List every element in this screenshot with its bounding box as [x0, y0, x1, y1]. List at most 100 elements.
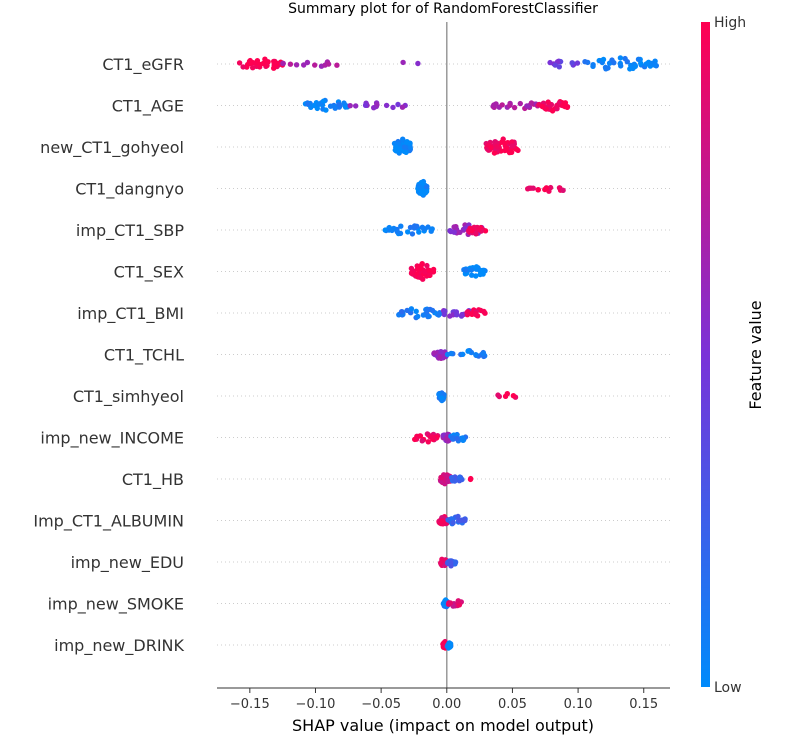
shap-point — [398, 223, 404, 229]
shap-point — [495, 392, 501, 398]
shap-point — [293, 62, 300, 68]
shap-point — [528, 100, 535, 106]
shap-point — [473, 352, 479, 358]
shap-point — [425, 224, 431, 230]
shap-point — [451, 229, 457, 235]
shap-point — [448, 559, 454, 566]
shap-point — [609, 57, 615, 63]
shap-point — [503, 145, 510, 151]
shap-point — [472, 310, 479, 317]
shap-point — [395, 101, 401, 108]
feature-label: imp_new_DRINK — [54, 636, 184, 656]
shap-point — [429, 434, 436, 440]
x-axis-label: SHAP value (impact on model output) — [292, 716, 594, 735]
shap-point — [415, 60, 421, 67]
shap-points — [236, 55, 659, 651]
feature-label: CT1_eGFR — [102, 55, 184, 75]
shap-point — [415, 313, 421, 320]
shap-point — [556, 64, 562, 70]
shap-point — [468, 267, 474, 273]
shap-point — [264, 62, 270, 69]
shap-point — [450, 520, 456, 526]
shap-point — [416, 274, 423, 280]
shap-point — [250, 65, 256, 71]
shap-point — [287, 61, 294, 67]
x-tick-label: −0.15 — [230, 697, 270, 712]
x-tick-label: 0.10 — [564, 697, 593, 712]
shap-point — [499, 102, 505, 108]
shap-point — [635, 56, 642, 62]
shap-point — [416, 264, 422, 270]
shap-point — [430, 269, 437, 275]
shap-point — [447, 313, 453, 319]
shap-point — [398, 309, 405, 315]
shap-point — [511, 104, 518, 111]
shap-point — [334, 62, 340, 68]
shap-point — [488, 145, 494, 151]
x-axis-ticks: −0.15 −0.10 −0.05 0.00 0.05 0.10 0.15 — [230, 688, 658, 712]
shap-point — [564, 104, 570, 111]
shap-point — [438, 349, 444, 355]
shap-point — [371, 105, 377, 111]
shap-point — [452, 478, 458, 484]
shap-point — [465, 309, 471, 315]
shap-point — [491, 150, 498, 156]
shap-point — [617, 55, 624, 61]
shap-point — [445, 478, 451, 485]
x-tick-label: 0.00 — [432, 697, 461, 712]
feature-label: CT1_TCHL — [104, 346, 184, 366]
shap-point — [417, 184, 423, 190]
shap-point — [469, 272, 475, 278]
shap-point — [459, 312, 466, 318]
shap-point — [509, 139, 515, 145]
shap-point — [280, 60, 286, 66]
shap-point — [450, 436, 456, 442]
shap-point — [552, 62, 558, 68]
shap-point — [407, 144, 413, 150]
shap-point — [451, 224, 457, 230]
shap-point — [455, 513, 461, 520]
shap-point — [409, 231, 416, 237]
shap-point — [554, 103, 560, 110]
shap-point — [408, 265, 415, 272]
shap-point — [383, 102, 390, 109]
shap-point — [403, 149, 409, 155]
shap-point — [404, 139, 410, 146]
shap-point — [401, 144, 407, 150]
shap-point — [404, 307, 410, 314]
shap-point — [439, 395, 445, 401]
shap-point — [473, 264, 480, 270]
colorbar-high-label: High — [714, 15, 746, 31]
shap-point — [652, 62, 658, 68]
shap-point — [509, 143, 516, 149]
shap-point — [504, 391, 510, 397]
shap-point — [419, 438, 425, 444]
shap-point — [482, 228, 489, 234]
feature-label: CT1_HB — [122, 470, 184, 490]
shap-point — [517, 100, 523, 107]
x-tick-label: 0.15 — [629, 697, 658, 712]
shap-point — [447, 600, 454, 606]
shap-point — [447, 228, 453, 234]
shap-point — [456, 517, 462, 524]
shap-point — [408, 306, 415, 312]
shap-point — [424, 262, 430, 269]
shap-point — [643, 61, 649, 67]
shap-point — [439, 518, 445, 524]
chart-title: Summary plot for of RandomForestClassifi… — [288, 1, 598, 17]
shap-point — [426, 267, 432, 273]
shap-point — [394, 229, 400, 235]
shap-point — [408, 270, 415, 276]
shap-point — [312, 62, 318, 68]
shap-point — [400, 136, 406, 142]
shap-point — [493, 101, 499, 107]
shap-point — [417, 433, 424, 439]
shap-point — [422, 269, 428, 275]
x-tick-label: 0.05 — [498, 697, 527, 712]
shap-point — [562, 100, 569, 106]
shap-point — [399, 104, 406, 110]
shap-point — [547, 184, 554, 191]
shap-point — [462, 517, 468, 524]
shap-point — [506, 149, 513, 156]
shap-point — [320, 98, 327, 104]
